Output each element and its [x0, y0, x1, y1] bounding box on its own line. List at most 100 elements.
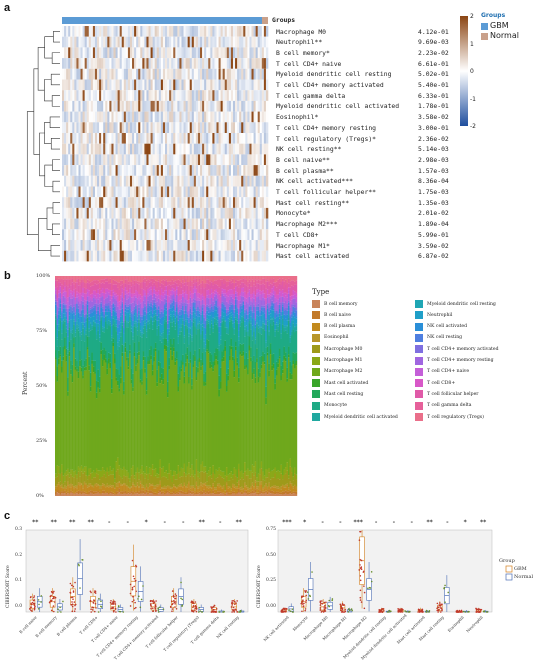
heatmap-row-label: T cell gamma delta — [276, 91, 346, 100]
bar-segment — [68, 284, 71, 289]
heatmap-cell — [191, 165, 195, 176]
bar-segment — [198, 488, 201, 492]
heatmap-row-label: B cell plasma** — [276, 166, 334, 175]
bar-segment — [83, 314, 86, 318]
bar-segment — [94, 360, 97, 372]
heatmap-cell — [76, 229, 79, 240]
bar-segment — [59, 491, 62, 495]
heatmap-cell — [70, 186, 73, 198]
bar-segment — [224, 491, 227, 494]
bar-segment — [113, 487, 116, 489]
bar-segment — [168, 320, 171, 329]
heatmap-cell — [97, 36, 100, 48]
heatmap-cell — [220, 58, 223, 69]
bar-segment — [198, 321, 201, 324]
heatmap-cell — [72, 250, 75, 262]
bar-segment — [189, 306, 192, 309]
bar-segment — [145, 492, 148, 496]
bar-segment — [130, 493, 133, 496]
heatmap-cell — [76, 218, 79, 230]
heatmap-cell — [167, 197, 170, 208]
heatmap-cell — [183, 26, 186, 37]
bar-segment — [142, 321, 145, 326]
bar-segment — [123, 320, 125, 323]
heatmap-cell — [210, 26, 213, 37]
bar-segment — [157, 493, 160, 496]
bar-segment — [153, 316, 156, 322]
heatmap-cell — [232, 175, 236, 187]
bar-segment — [67, 329, 69, 337]
bar-segment — [64, 481, 66, 486]
bar-segment — [221, 492, 224, 494]
stacked-bar — [150, 276, 152, 496]
heatmap-cell — [232, 133, 236, 144]
bar-segment — [85, 475, 87, 484]
bar-segment — [218, 343, 221, 346]
heatmap-cell — [134, 47, 137, 59]
heatmap-cell — [70, 26, 73, 37]
heatmap-cell — [255, 218, 258, 230]
bar-segment — [154, 315, 157, 320]
bar-segment — [113, 482, 116, 488]
bar-segment — [227, 486, 230, 489]
bar-segment — [83, 317, 86, 323]
bar-segment — [106, 491, 109, 494]
heatmap-cell — [206, 186, 209, 198]
heatmap-cell — [235, 79, 238, 91]
bar-segment — [183, 302, 186, 311]
bar-segment — [68, 477, 71, 485]
heatmap-cell — [183, 229, 186, 240]
bar-segment — [186, 319, 189, 324]
bar-segment — [73, 477, 75, 487]
bar-segment — [56, 297, 59, 302]
heatmap-cell — [204, 229, 207, 240]
bar-segment — [142, 356, 145, 361]
bar-segment — [67, 276, 69, 280]
heatmap-cell — [66, 122, 69, 133]
bar-segment — [225, 315, 228, 321]
bar-segment — [141, 319, 143, 326]
bar-segment — [136, 482, 139, 486]
bar-segment — [212, 361, 215, 369]
heatmap-cell — [82, 143, 85, 155]
groups-legend-normal: Normal — [490, 31, 519, 40]
heatmap-row-pvalue: 8.36e-04 — [418, 177, 449, 186]
heatmap-cell — [228, 186, 232, 198]
bar-segment — [162, 368, 165, 379]
heatmap-cell — [94, 122, 98, 133]
bar-segment — [209, 324, 211, 328]
heatmap-cell — [251, 111, 254, 123]
bar-segment — [227, 309, 230, 312]
bar-segment — [191, 491, 193, 495]
bar-segment — [132, 310, 134, 315]
bar-segment — [194, 494, 196, 496]
bar-segment — [147, 279, 149, 286]
heatmap-cell — [62, 250, 65, 262]
bar-segment — [166, 342, 169, 347]
heatmap-cell — [84, 100, 88, 112]
heatmap-cell — [152, 111, 155, 123]
bar-segment — [194, 474, 196, 479]
heatmap-cell — [179, 154, 182, 166]
heatmap-cell — [230, 90, 234, 101]
bar-segment — [216, 298, 219, 307]
bar-segment — [101, 366, 104, 468]
heatmap-row-pvalue: 1.35e-03 — [418, 198, 449, 207]
bar-segment — [103, 360, 106, 471]
heatmap-cell — [101, 79, 104, 91]
heatmap-cell — [109, 240, 112, 251]
heatmap-cell — [247, 47, 250, 59]
heatmap-cell — [171, 154, 174, 166]
bar-segment — [225, 476, 228, 483]
heatmap-row-label: Neutrophil** — [276, 38, 323, 47]
heatmap-cell — [177, 229, 180, 240]
heatmap-cell — [82, 100, 85, 112]
heatmap-cell — [177, 154, 180, 166]
heatmap-cell — [200, 100, 203, 112]
heatmap-cell — [204, 36, 207, 48]
heatmap-cell — [243, 133, 246, 144]
heatmap-cell — [210, 250, 213, 262]
bar-segment — [180, 302, 183, 308]
bar-segment — [198, 472, 201, 479]
bar-segment — [129, 310, 131, 315]
